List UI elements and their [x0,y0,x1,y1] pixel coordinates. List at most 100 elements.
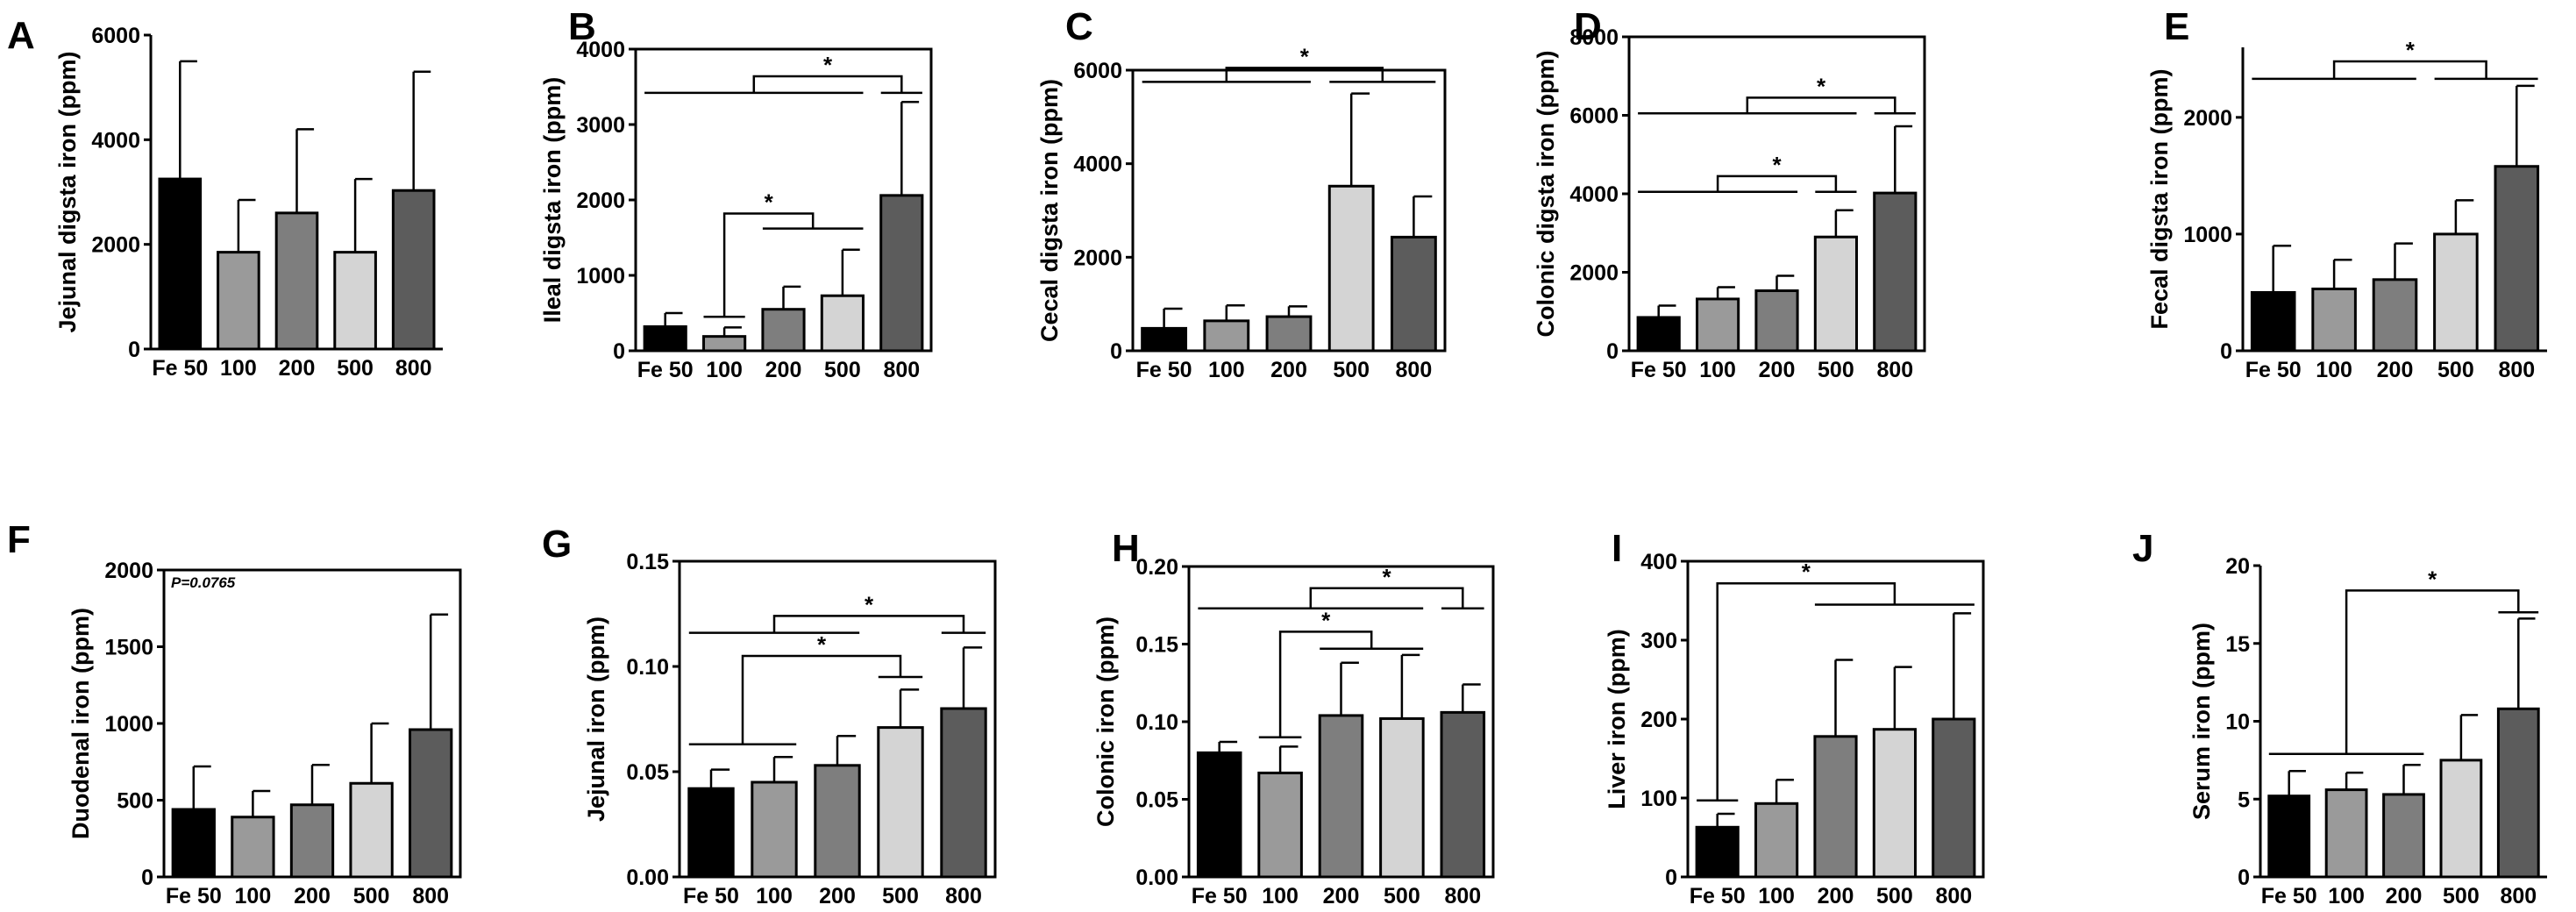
y-tick-label: 4000 [576,38,625,62]
significance-bracket: * [644,52,922,95]
bar-3 [1813,235,1858,353]
x-tick-label: 100 [2328,884,2365,908]
x-tick-label: 200 [819,884,856,908]
y-axis-title: Colonic digsta iron (ppm) [1533,51,1559,338]
bar-1 [1696,297,1740,353]
y-tick-label: 200 [1640,708,1677,732]
bar-1 [702,335,747,353]
x-tick-label: Fe 50 [1631,358,1687,382]
x-tick-label: Fe 50 [2245,358,2302,382]
bar-1 [1754,802,1799,879]
panel-letter: I [1612,527,1622,570]
y-tick-label: 4000 [91,128,140,153]
panel-letter: G [542,523,572,566]
x-tick-label: 800 [2498,358,2535,382]
panel-letter: E [2164,5,2189,48]
y-tick-label: 500 [117,789,153,814]
x-tick-label: 200 [1759,358,1796,382]
y-tick-label: 0 [613,339,625,364]
x-tick-label: 200 [2386,884,2423,908]
bracket-connector [752,75,903,93]
y-tick-label: 3000 [576,113,625,138]
bracket-connector [2332,60,2487,79]
bar-1 [2311,287,2357,353]
bar-4 [940,707,987,879]
x-tick-label: Fe 50 [1136,358,1192,382]
significance-star: * [1817,73,1826,99]
bar-3 [1872,728,1917,879]
y-tick-label: 1000 [104,712,153,737]
bracket-connector [1716,175,1838,192]
bar-2 [761,308,806,353]
chart-panel-f: F 0 500 1000 1500 2000 Fe 50 100 200 500 800 Duoden… [7,518,462,908]
y-tick-label: 6000 [1073,59,1122,83]
x-tick-label: 500 [1876,884,1913,908]
x-tick-label: 200 [1270,358,1307,382]
x-tick-label: 800 [1935,884,1972,908]
x-tick-label: 100 [2316,358,2352,382]
y-tick-label: 0 [1665,866,1677,890]
bar-1 [231,816,275,879]
y-tick-label: 0.05 [626,760,669,785]
bar-1 [2324,788,2368,879]
significance-star: * [1802,559,1811,585]
y-tick-label: 0.10 [626,655,669,680]
chart-panel-a: A 0 2000 4000 6000 Fe 50 100 200 500 800 Jejunal d… [7,14,443,381]
panel-letter: J [2132,527,2153,570]
y-axis-title: Jejunal digsta iron (ppm) [54,51,81,332]
x-tick-label: 500 [2437,358,2474,382]
bar-0 [2250,290,2296,353]
x-tick-label: 800 [2500,884,2537,908]
x-tick-label: 800 [883,358,920,382]
bar-0 [1141,326,1188,353]
significance-star: * [823,52,833,78]
x-tick-label: 100 [220,356,257,381]
x-tick-label: 500 [2443,884,2480,908]
chart-panel-g: G 0.00 0.05 0.10 0.15 Fe 50 100 200 500 800 Jejuna… [542,523,997,908]
significance-star: * [1300,43,1310,69]
y-tick-label: 0.10 [1135,710,1178,735]
bar-4 [409,728,453,879]
bar-1 [1203,319,1250,353]
x-tick-label: 500 [1818,358,1854,382]
bracket-connector [1278,631,1373,737]
x-tick-label: 200 [765,358,802,382]
significance-star: * [2428,566,2437,592]
y-axis-title: Jejunal iron (ppm) [583,616,609,822]
y-tick-label: 1000 [576,264,625,289]
x-tick-label: 500 [824,358,861,382]
bar-4 [1390,235,1437,353]
bracket-connector [1225,67,1384,82]
bar-0 [158,177,203,351]
bracket-connector [2345,589,2520,754]
y-tick-label: 15 [2225,632,2250,657]
panel-letter: F [7,518,31,561]
bar-2 [2372,278,2418,353]
y-tick-label: 0.20 [1135,555,1178,580]
y-axis-title: Ileal digsta iron (ppm) [539,77,566,324]
bracket-connector [722,212,815,317]
y-tick-label: 0.15 [626,550,669,574]
x-tick-label: Fe 50 [683,884,739,908]
y-tick-label: 400 [1640,550,1677,574]
y-tick-label: 100 [1640,787,1677,811]
x-tick-label: 100 [1699,358,1736,382]
bracket-connector [1746,96,1896,114]
x-tick-label: 100 [706,358,743,382]
significance-bracket: * [1697,559,1975,802]
plot-frame [678,559,997,879]
x-tick-label: Fe 50 [1690,884,1746,908]
x-tick-label: 800 [1396,358,1433,382]
bar-4 [391,189,436,351]
x-tick-label: 200 [1818,884,1854,908]
significance-bracket: * [688,591,986,634]
x-tick-label: Fe 50 [2261,884,2317,908]
x-tick-label: 200 [1323,884,1360,908]
x-tick-label: 200 [294,884,331,908]
bracket-connector [1716,581,1896,801]
panel-letter: A [7,14,35,57]
bar-1 [217,251,260,351]
bar-3 [2433,232,2479,353]
significance-bracket: * [703,189,864,318]
